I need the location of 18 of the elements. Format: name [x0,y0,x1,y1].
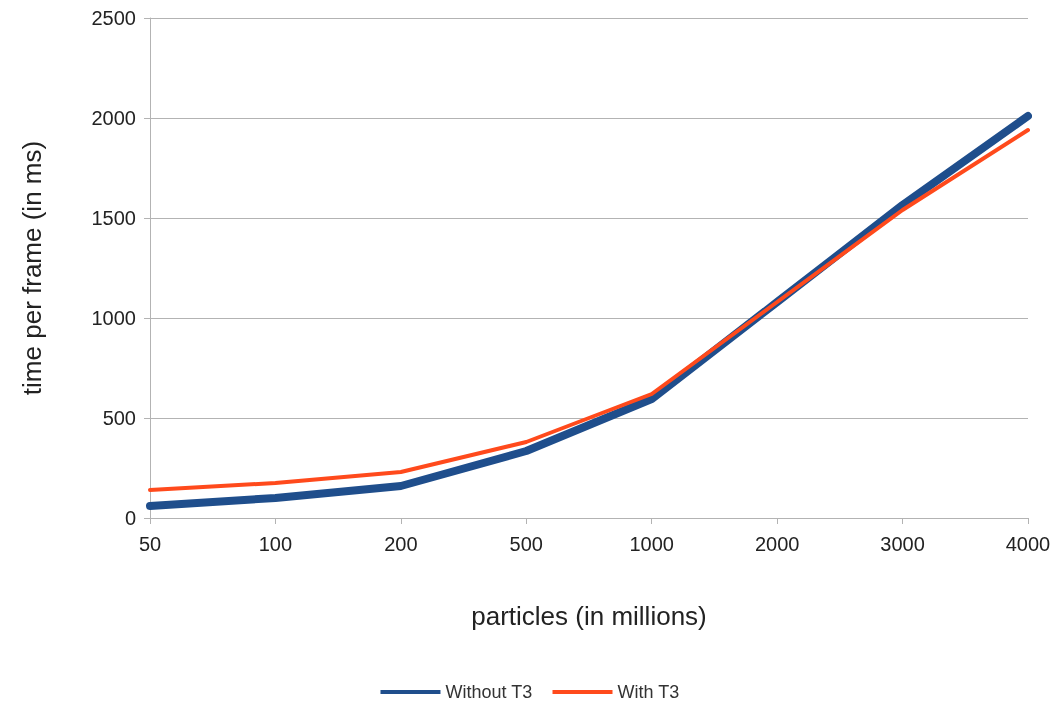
y-axis-title: time per frame (in ms) [17,140,47,396]
x-tick-label: 200 [384,533,418,555]
legend-label: Without T3 [445,682,533,702]
y-tick-label: 500 [102,407,136,429]
x-tick-label: 50 [138,533,162,555]
y-tick-label: 2000 [91,107,136,129]
y-tick-label: 2500 [91,7,136,29]
legend-label: With T3 [617,682,680,702]
x-tick-label: 3000 [880,533,925,555]
y-tick-label: 1500 [91,207,136,229]
x-tick-label: 1000 [629,533,674,555]
y-tick-label: 0 [124,507,136,529]
x-axis-title: particles (in millions) [471,601,707,631]
x-tick-label: 2000 [754,533,800,555]
x-tick-label: 4000 [1005,533,1051,555]
y-tick-label: 1000 [91,307,136,329]
x-tick-label: 100 [258,533,293,555]
x-tick-label: 500 [509,533,543,555]
